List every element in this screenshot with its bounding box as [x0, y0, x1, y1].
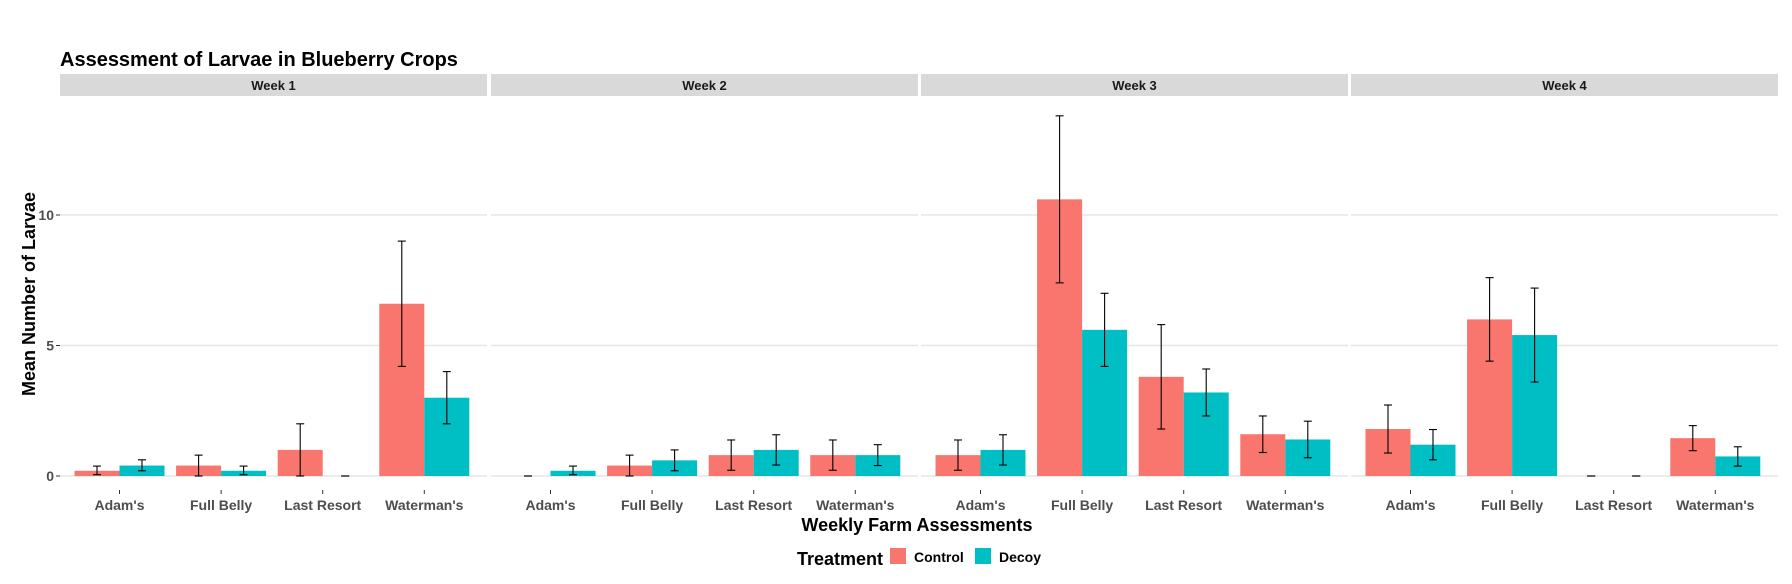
facet-strip-label: Week 4: [1542, 78, 1587, 93]
error-bar: [1258, 415, 1267, 454]
error-bar: [397, 240, 406, 367]
facet-panels: Week 1 Adam's Full Belly Last Resort Waterma…: [60, 74, 1778, 513]
facet-strip-label: Week 3: [1112, 78, 1157, 93]
error-bar: [1530, 287, 1539, 383]
error-bar: [93, 465, 101, 476]
legend: Treatment Control Decoy: [797, 548, 1041, 569]
x-tick-label: Full Belly: [1051, 497, 1113, 513]
facet-strip: [921, 74, 1348, 96]
legend-swatch: [890, 548, 906, 564]
error-bar: [625, 454, 634, 477]
facet-strip-label: Week 1: [251, 78, 296, 93]
x-tick-label: Full Belly: [1481, 497, 1543, 513]
error-bar: [1100, 292, 1109, 367]
error-bar: [828, 439, 837, 471]
legend-item-control: Control: [890, 548, 964, 565]
x-tick-label: Last Resort: [1575, 497, 1652, 513]
facet-panel-4: Week 4 Adam's Full Belly Last Resort Waterma…: [1351, 74, 1778, 513]
facet-strip: [1351, 74, 1778, 96]
x-axis-title: Weekly Farm Assessments: [801, 515, 1032, 535]
error-bar: [1733, 446, 1742, 467]
error-bar: [1303, 420, 1312, 459]
error-bar: [1485, 277, 1494, 362]
error-bar: [1688, 425, 1697, 452]
error-bar: [296, 423, 305, 477]
legend-label: Control: [914, 549, 964, 565]
error-bar: [138, 459, 146, 472]
x-tick-label: Last Resort: [1145, 497, 1222, 513]
error-bar: [873, 444, 882, 467]
error-bar: [239, 465, 248, 476]
error-bar: [727, 439, 736, 471]
error-bar: [670, 449, 679, 472]
x-tick-label: Adam's: [955, 497, 1005, 513]
error-bar: [954, 439, 962, 471]
error-bar: [194, 454, 203, 477]
x-tick-label: Waterman's: [1246, 497, 1324, 513]
x-tick-label: Adam's: [1385, 497, 1435, 513]
error-bar: [1202, 368, 1211, 417]
y-tick-label: 0: [46, 468, 54, 484]
x-tick-label: Adam's: [525, 497, 575, 513]
x-tick-label: Waterman's: [816, 497, 894, 513]
facet-strip: [491, 74, 918, 96]
facet-strip-label: Week 2: [682, 78, 727, 93]
x-tick-label: Waterman's: [385, 497, 463, 513]
error-bar: [999, 434, 1007, 466]
facet-panel-1: Week 1 Adam's Full Belly Last Resort Waterma…: [60, 74, 487, 513]
x-tick-label: Full Belly: [190, 497, 252, 513]
x-tick-label: Last Resort: [284, 497, 361, 513]
legend-items: Control Decoy: [890, 548, 1041, 565]
y-tick-label: 5: [46, 338, 54, 354]
error-bar: [1157, 324, 1166, 430]
facet-panel-3: Week 3 Adam's Full Belly Last Resort Waterma…: [921, 74, 1348, 513]
error-bar: [772, 434, 781, 466]
x-tick-label: Adam's: [94, 497, 144, 513]
facet-panel-2: Week 2 Adam's Full Belly Last Resort Waterma…: [491, 74, 918, 513]
error-bar: [1429, 428, 1437, 461]
error-bar: [442, 371, 451, 425]
error-bar: [569, 465, 577, 476]
legend-swatch: [975, 548, 991, 564]
facet-strip: [60, 74, 487, 96]
chart-title: Assessment of Larvae in Blueberry Crops: [60, 49, 458, 71]
x-tick-label: Full Belly: [621, 497, 683, 513]
legend-label: Decoy: [999, 549, 1041, 565]
legend-title: Treatment: [797, 549, 883, 569]
x-tick-label: Waterman's: [1676, 497, 1754, 513]
y-tick-label: 10: [38, 207, 54, 223]
y-axis: 0 5 10: [38, 207, 60, 484]
y-axis-title: Mean Number of Larvae: [19, 192, 39, 396]
x-tick-label: Last Resort: [715, 497, 792, 513]
legend-item-decoy: Decoy: [975, 548, 1041, 565]
error-bar: [1384, 404, 1392, 454]
error-bar: [1055, 115, 1064, 284]
